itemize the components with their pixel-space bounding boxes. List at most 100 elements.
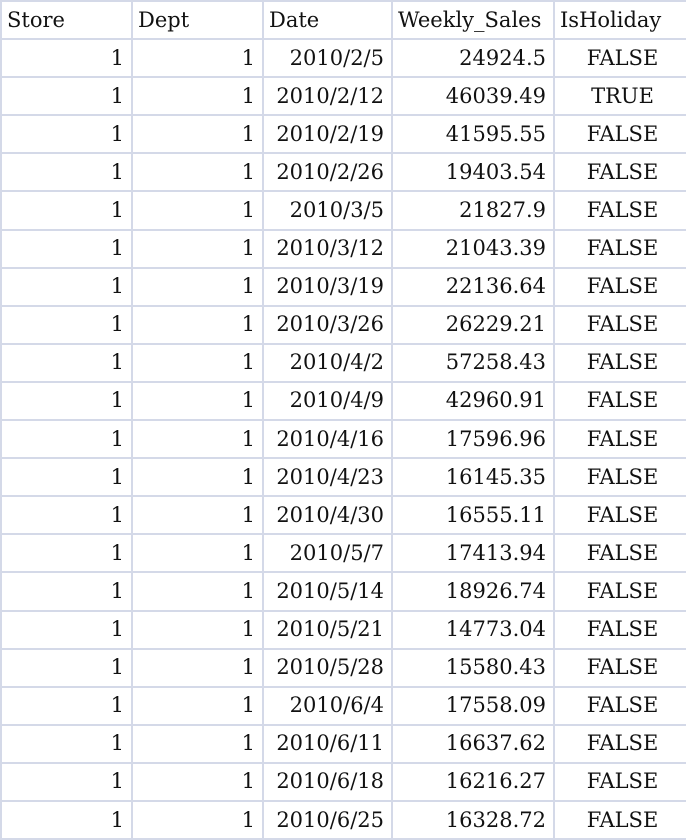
cell-dept[interactable]: 1 [131,228,264,269]
cell-isholiday[interactable]: FALSE [553,495,686,536]
cell-store[interactable]: 1 [0,76,133,117]
cell-dept[interactable]: 1 [131,533,264,574]
cell-store[interactable]: 1 [0,761,133,802]
cell-store[interactable]: 1 [0,342,133,383]
header-cell-date[interactable]: Date [262,0,393,41]
cell-store[interactable]: 1 [0,799,133,840]
cell-dept[interactable]: 1 [131,304,264,345]
cell-weekly-sales[interactable]: 17558.09 [391,685,555,726]
cell-dept[interactable]: 1 [131,114,264,155]
cell-date[interactable]: 2010/4/23 [262,457,393,498]
cell-isholiday[interactable]: FALSE [553,266,686,307]
cell-isholiday[interactable]: FALSE [553,304,686,345]
cell-store[interactable]: 1 [0,609,133,650]
cell-weekly-sales[interactable]: 42960.91 [391,380,555,422]
cell-date[interactable]: 2010/6/25 [262,799,393,840]
cell-date[interactable]: 2010/4/30 [262,495,393,536]
cell-date[interactable]: 2010/5/7 [262,533,393,574]
cell-store[interactable]: 1 [0,380,133,422]
cell-isholiday[interactable]: FALSE [553,380,686,422]
cell-date[interactable]: 2010/2/5 [262,38,393,79]
cell-dept[interactable]: 1 [131,685,264,726]
cell-store[interactable]: 1 [0,685,133,726]
cell-dept[interactable]: 1 [131,799,264,840]
cell-date[interactable]: 2010/5/14 [262,571,393,612]
cell-isholiday[interactable]: FALSE [553,761,686,802]
cell-weekly-sales[interactable]: 16555.11 [391,495,555,536]
cell-weekly-sales[interactable]: 26229.21 [391,304,555,345]
cell-dept[interactable]: 1 [131,495,264,536]
cell-date[interactable]: 2010/4/9 [262,380,393,422]
cell-weekly-sales[interactable]: 46039.49 [391,76,555,117]
cell-isholiday[interactable]: FALSE [553,228,686,269]
cell-store[interactable]: 1 [0,38,133,79]
cell-dept[interactable]: 1 [131,38,264,79]
cell-isholiday[interactable]: FALSE [553,533,686,574]
cell-dept[interactable]: 1 [131,571,264,612]
cell-weekly-sales[interactable]: 16328.72 [391,799,555,840]
cell-dept[interactable]: 1 [131,609,264,650]
cell-weekly-sales[interactable]: 21043.39 [391,228,555,269]
cell-date[interactable]: 2010/2/12 [262,76,393,117]
cell-weekly-sales[interactable]: 21827.9 [391,190,555,231]
cell-store[interactable]: 1 [0,571,133,612]
cell-dept[interactable]: 1 [131,419,264,460]
cell-date[interactable]: 2010/3/26 [262,304,393,345]
cell-isholiday[interactable]: FALSE [553,457,686,498]
cell-date[interactable]: 2010/5/21 [262,609,393,650]
cell-dept[interactable]: 1 [131,152,264,193]
cell-dept[interactable]: 1 [131,457,264,498]
cell-dept[interactable]: 1 [131,76,264,117]
cell-store[interactable]: 1 [0,723,133,764]
cell-date[interactable]: 2010/3/12 [262,228,393,269]
cell-store[interactable]: 1 [0,533,133,574]
cell-weekly-sales[interactable]: 22136.64 [391,266,555,307]
cell-date[interactable]: 2010/6/18 [262,761,393,802]
cell-date[interactable]: 2010/3/19 [262,266,393,307]
cell-date[interactable]: 2010/2/19 [262,114,393,155]
cell-store[interactable]: 1 [0,152,133,193]
cell-dept[interactable]: 1 [131,190,264,231]
header-cell-isholiday[interactable]: IsHoliday [553,0,686,41]
cell-weekly-sales[interactable]: 16637.62 [391,723,555,764]
cell-weekly-sales[interactable]: 24924.5 [391,38,555,79]
cell-dept[interactable]: 1 [131,380,264,422]
cell-weekly-sales[interactable]: 41595.55 [391,114,555,155]
cell-isholiday[interactable]: FALSE [553,647,686,688]
cell-date[interactable]: 2010/6/11 [262,723,393,764]
cell-store[interactable]: 1 [0,457,133,498]
cell-weekly-sales[interactable]: 57258.43 [391,342,555,383]
cell-dept[interactable]: 1 [131,342,264,383]
cell-isholiday[interactable]: FALSE [553,38,686,79]
cell-weekly-sales[interactable]: 14773.04 [391,609,555,650]
cell-isholiday[interactable]: FALSE [553,571,686,612]
cell-store[interactable]: 1 [0,495,133,536]
cell-store[interactable]: 1 [0,647,133,688]
cell-store[interactable]: 1 [0,266,133,307]
cell-store[interactable]: 1 [0,190,133,231]
header-cell-store[interactable]: Store [0,0,133,41]
cell-date[interactable]: 2010/6/4 [262,685,393,726]
header-cell-dept[interactable]: Dept [131,0,264,41]
cell-weekly-sales[interactable]: 19403.54 [391,152,555,193]
cell-weekly-sales[interactable]: 18926.74 [391,571,555,612]
cell-weekly-sales[interactable]: 17413.94 [391,533,555,574]
cell-isholiday[interactable]: FALSE [553,152,686,193]
cell-isholiday[interactable]: FALSE [553,342,686,383]
cell-date[interactable]: 2010/4/16 [262,419,393,460]
cell-date[interactable]: 2010/2/26 [262,152,393,193]
cell-isholiday[interactable]: FALSE [553,419,686,460]
cell-weekly-sales[interactable]: 17596.96 [391,419,555,460]
cell-weekly-sales[interactable]: 16216.27 [391,761,555,802]
cell-isholiday[interactable]: TRUE [553,76,686,117]
cell-isholiday[interactable]: FALSE [553,799,686,840]
cell-isholiday[interactable]: FALSE [553,723,686,764]
cell-store[interactable]: 1 [0,419,133,460]
cell-isholiday[interactable]: FALSE [553,190,686,231]
header-cell-weekly-sales[interactable]: Weekly_Sales [391,0,555,41]
cell-date[interactable]: 2010/3/5 [262,190,393,231]
cell-store[interactable]: 1 [0,228,133,269]
cell-weekly-sales[interactable]: 16145.35 [391,457,555,498]
cell-isholiday[interactable]: FALSE [553,685,686,726]
cell-dept[interactable]: 1 [131,723,264,764]
